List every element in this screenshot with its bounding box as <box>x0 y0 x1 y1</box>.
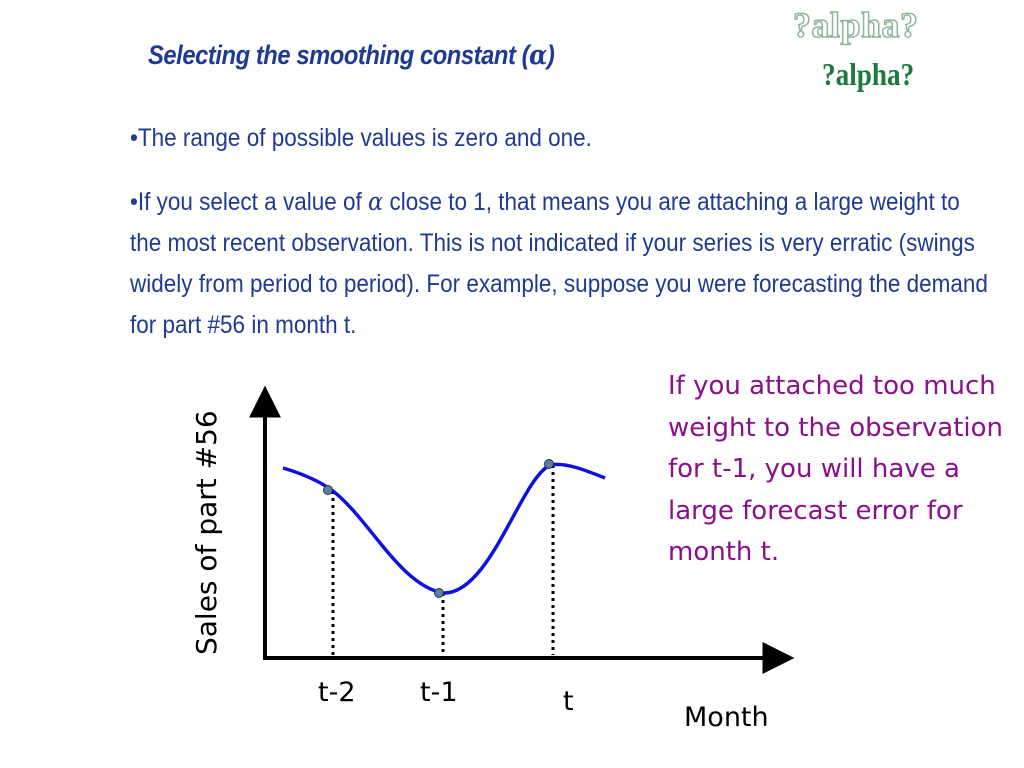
sales-curve <box>282 462 606 595</box>
bullet2-text-b: close to 1, that means you are attaching… <box>130 188 988 339</box>
watermark-solid: ?alpha? <box>822 56 915 92</box>
title-text: Selecting the smoothing constant ( <box>148 40 530 70</box>
callout-text: If you attached too much weight to the o… <box>668 371 1003 567</box>
watermark-outline: ?alpha? <box>792 4 919 46</box>
bullet2-alpha-symbol: α <box>368 187 384 216</box>
point-t <box>544 459 554 469</box>
title-alpha-symbol: α <box>529 40 547 71</box>
bullet-alpha-close-to-one: •If you select a value of α close to 1, … <box>130 181 990 346</box>
title-close-paren: ) <box>546 40 555 70</box>
tick-label-t-1: t-1 <box>420 677 458 708</box>
x-axis-label: Month <box>684 702 769 733</box>
y-axis-label: Sales of part #56 <box>190 410 223 655</box>
slide-title: Selecting the smoothing constant (α) <box>148 40 555 71</box>
tick-label-t: t <box>563 686 574 717</box>
point-t-2 <box>323 485 333 495</box>
bullet2-text-a: •If you select a value of <box>130 188 369 216</box>
point-t-1 <box>434 588 444 598</box>
tick-label-t-2: t-2 <box>318 677 356 708</box>
bullet-range: •The range of possible values is zero an… <box>130 124 592 152</box>
